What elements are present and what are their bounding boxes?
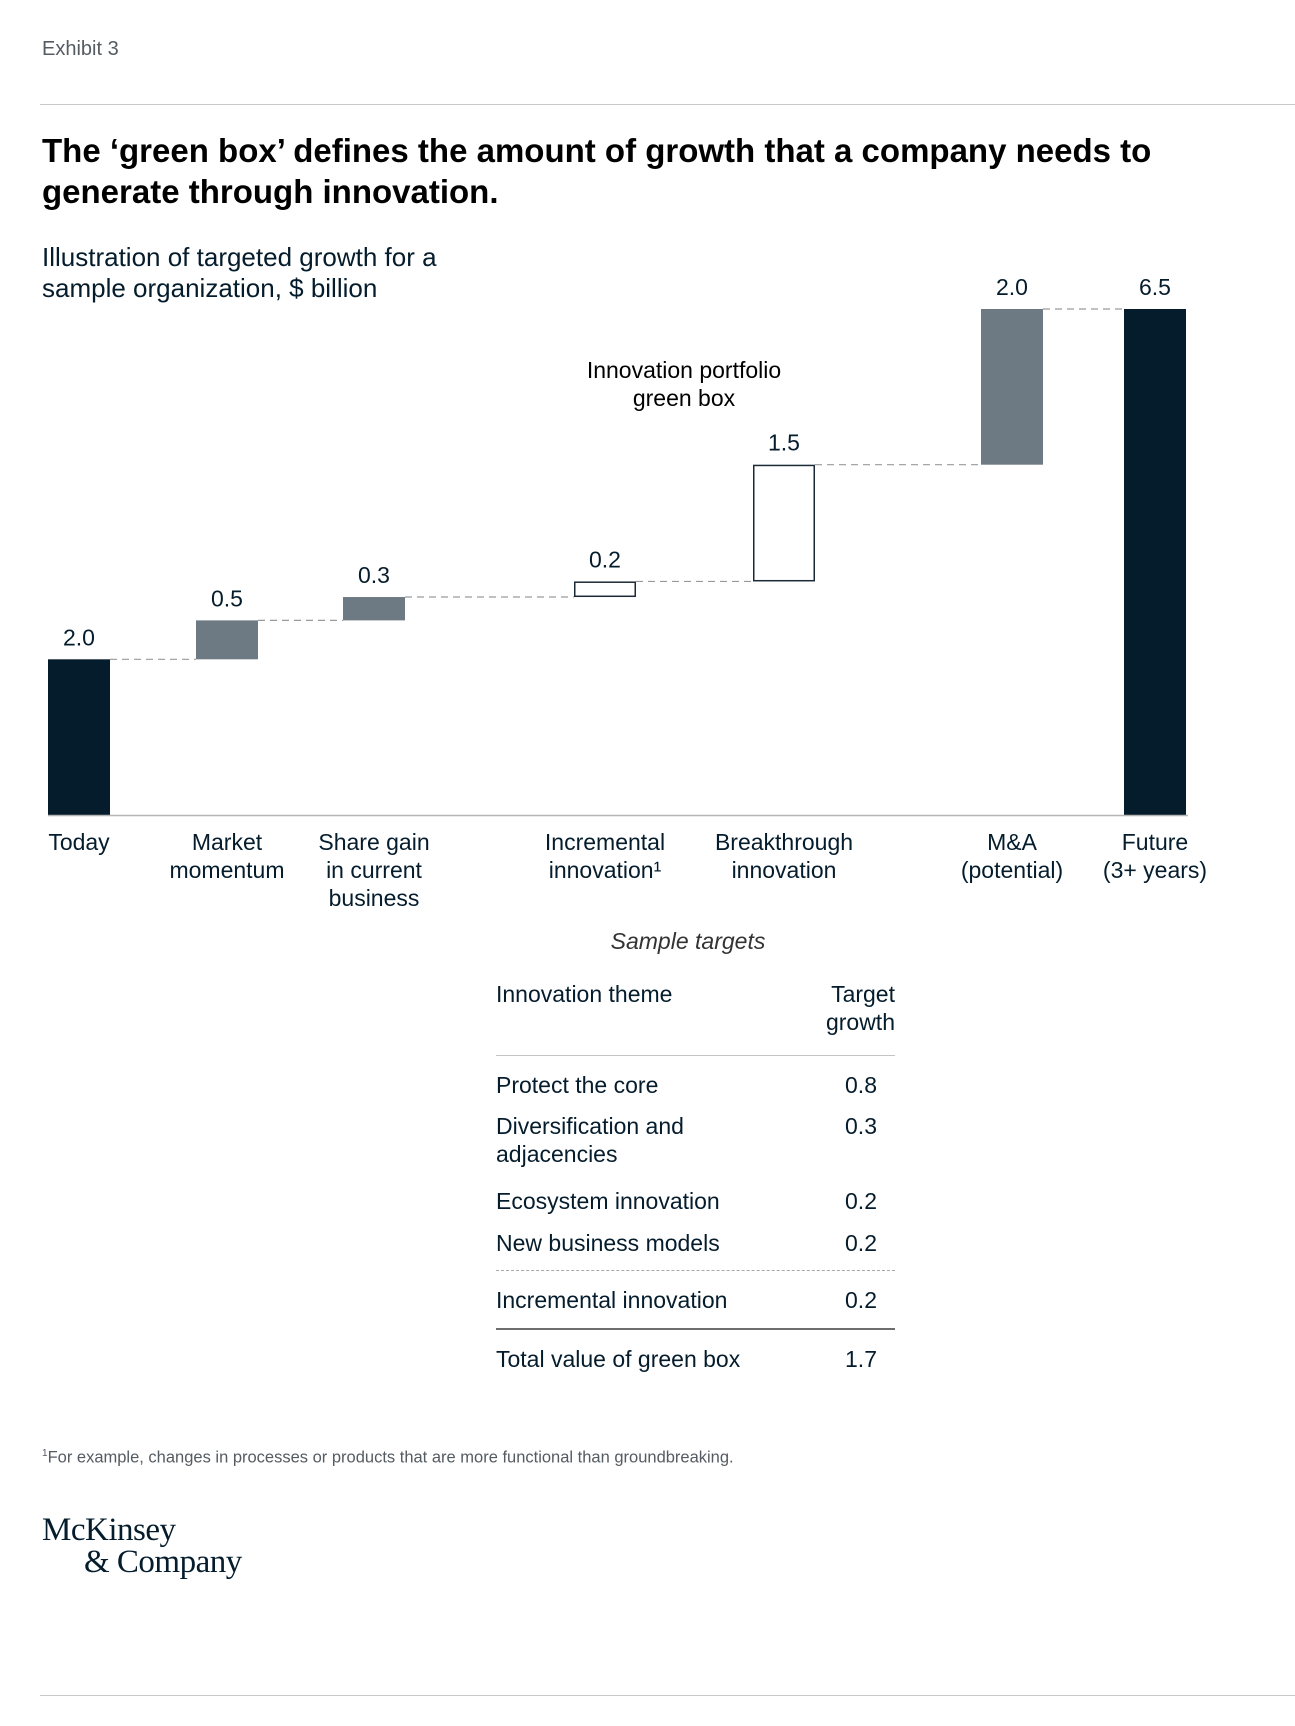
value-label: 1.5	[768, 430, 800, 456]
category-label-line: Share gain	[318, 829, 429, 855]
row-value: 0.8	[845, 1072, 877, 1098]
row-theme: Protect the core	[496, 1072, 659, 1098]
mckinsey-logo: McKinsey & Company	[42, 1512, 242, 1580]
bar-increment	[343, 597, 405, 621]
header-divider	[496, 1055, 895, 1056]
value-labels: 2.0 0.5 0.3 0.2 1.5 2.0 6.5	[63, 274, 1171, 650]
category-label: Market momentum	[169, 829, 284, 883]
connector-lines	[110, 308, 1124, 660]
bottom-divider	[40, 1695, 1295, 1696]
value-label: 6.5	[1139, 274, 1171, 300]
category-label-line: (3+ years)	[1103, 857, 1207, 883]
page-title: The ‘green box’ defines the amount of gr…	[42, 132, 1152, 210]
category-label-line: (potential)	[961, 857, 1063, 883]
total-divider	[496, 1328, 895, 1330]
logo-line-2: & Company	[84, 1544, 242, 1580]
row-theme: New business models	[496, 1230, 720, 1256]
green-box-annotation: Innovation portfolio green box	[587, 357, 781, 411]
category-label-line: innovation	[732, 857, 837, 883]
category-label: Breakthrough innovation	[715, 829, 853, 883]
exhibit-label: Exhibit 3	[42, 38, 119, 60]
category-label: M&A (potential)	[961, 829, 1063, 883]
category-label-line: Today	[48, 829, 110, 855]
category-label-line: Market	[192, 829, 263, 855]
category-label-line: M&A	[987, 829, 1038, 855]
bar-total	[48, 659, 110, 815]
footnote: 1For example, changes in processes or pr…	[42, 1448, 734, 1468]
dashed-divider	[496, 1270, 895, 1271]
category-label-line: business	[329, 885, 420, 911]
category-label: Future (3+ years)	[1103, 829, 1207, 883]
bar-increment	[981, 309, 1043, 465]
annotation-line: Innovation portfolio	[587, 357, 781, 383]
row-theme: Ecosystem innovation	[496, 1188, 720, 1214]
top-divider	[40, 104, 1295, 105]
value-label: 0.3	[358, 562, 390, 588]
chart-subtitle: Illustration of targeted growth for a sa…	[42, 242, 437, 303]
waterfall-chart: 2.0 0.5 0.3 0.2 1.5 2.0 6.5 Today Market momentu…	[48, 274, 1207, 911]
row-theme: Diversification and adjacencies	[496, 1113, 684, 1167]
header-innovation-theme: Innovation theme	[496, 981, 673, 1007]
row-value: 0.2	[845, 1188, 877, 1214]
category-label: Today	[48, 829, 110, 855]
category-label: Incremental innovation¹	[545, 829, 665, 883]
bar-green-box	[574, 581, 636, 598]
bar-total	[1124, 309, 1186, 815]
sample-targets-title: Sample targets	[610, 928, 766, 954]
value-label: 0.2	[589, 546, 621, 572]
category-label-line: momentum	[169, 857, 284, 883]
row-value: 0.2	[845, 1287, 877, 1313]
header-target-growth: Target growth	[825, 981, 895, 1035]
bar-increment	[196, 620, 258, 660]
row-value: 0.2	[845, 1230, 877, 1256]
category-label-line: Breakthrough	[715, 829, 853, 855]
value-label: 2.0	[996, 274, 1028, 300]
category-label-line: Future	[1122, 829, 1188, 855]
row-theme: Incremental innovation	[496, 1287, 728, 1313]
bar-green-box	[753, 464, 815, 582]
chart-bars	[48, 309, 1186, 815]
logo-line-1: McKinsey	[42, 1512, 176, 1548]
footnote-text: For example, changes in processes or pro…	[47, 1448, 734, 1467]
row-value: 1.7	[845, 1346, 877, 1372]
category-label: Share gain in current business	[318, 829, 429, 911]
value-label: 2.0	[63, 624, 95, 650]
annotation-line: green box	[633, 385, 736, 411]
footnote-marker: 1	[42, 1448, 48, 1459]
row-value: 0.3	[845, 1113, 877, 1139]
category-label-line: in current	[326, 857, 422, 883]
category-label-line: innovation¹	[549, 857, 662, 883]
category-label-line: Incremental	[545, 829, 665, 855]
value-label: 0.5	[211, 585, 243, 611]
row-theme: Total value of green box	[496, 1346, 741, 1372]
category-labels: Today Market momentum Share gain in current b…	[48, 829, 1207, 911]
